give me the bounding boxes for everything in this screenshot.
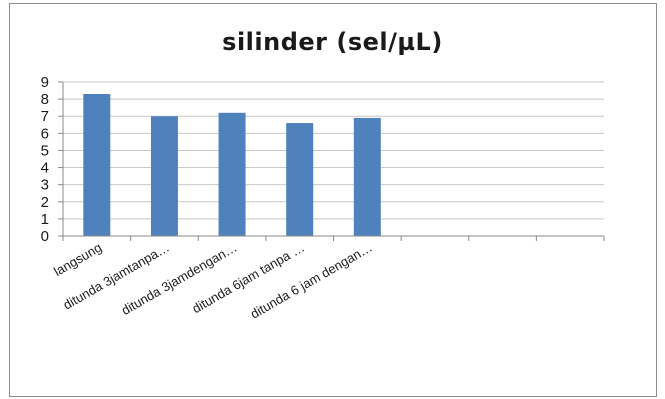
bar <box>83 93 111 236</box>
axes <box>62 82 605 241</box>
bars <box>83 93 381 236</box>
y-tick-label: 2 <box>41 194 49 211</box>
y-tick-label: 6 <box>41 125 49 142</box>
y-tick-label: 7 <box>41 108 49 125</box>
bar <box>218 112 246 236</box>
x-tick-label: ditunda 6jam tanpa … <box>190 240 308 317</box>
y-tick-label: 0 <box>41 228 49 245</box>
x-tick-label: ditunda 6 jam dengan… <box>248 240 375 322</box>
x-tick-label: ditunda 3jamdengan… <box>119 240 240 318</box>
y-tick-label: 1 <box>41 211 49 228</box>
bar <box>150 116 178 236</box>
bar <box>353 117 381 236</box>
y-tick-label: 3 <box>41 177 49 194</box>
chart-frame <box>9 3 657 397</box>
y-tick-label: 4 <box>41 160 49 177</box>
bar <box>286 123 314 236</box>
gridlines <box>63 81 604 220</box>
y-tick-label: 5 <box>41 142 49 159</box>
chart-title: silinder (sel/µL) <box>222 28 443 56</box>
x-tick-label: langsung <box>51 240 104 279</box>
y-tick-label: 8 <box>41 91 49 108</box>
y-tick-label: 9 <box>41 74 49 91</box>
